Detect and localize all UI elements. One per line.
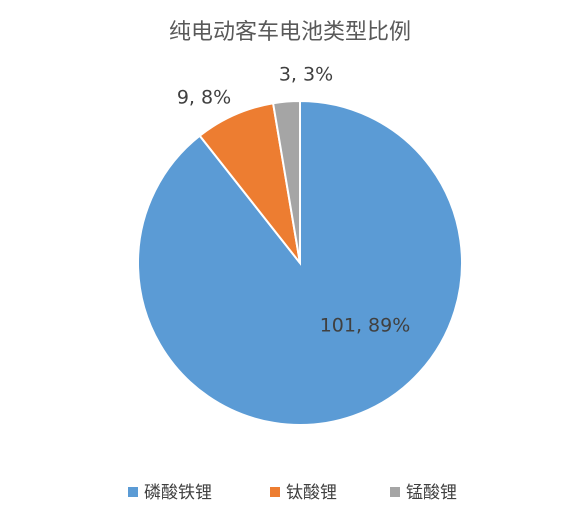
pie-slice [271, 99, 301, 264]
legend-label: 锰酸锂 [406, 483, 457, 503]
legend-swatch [390, 487, 400, 497]
legend-swatch [128, 487, 138, 497]
legend-label: 磷酸铁锂 [144, 483, 212, 503]
chart-title: 纯电动客车电池类型比例 [169, 20, 411, 45]
legend-label: 钛酸锂 [286, 483, 337, 503]
data-label: 101, 89% [320, 315, 411, 337]
legend-swatch [270, 487, 280, 497]
data-label: 3, 3% [279, 64, 333, 86]
data-label: 9, 8% [177, 87, 231, 109]
